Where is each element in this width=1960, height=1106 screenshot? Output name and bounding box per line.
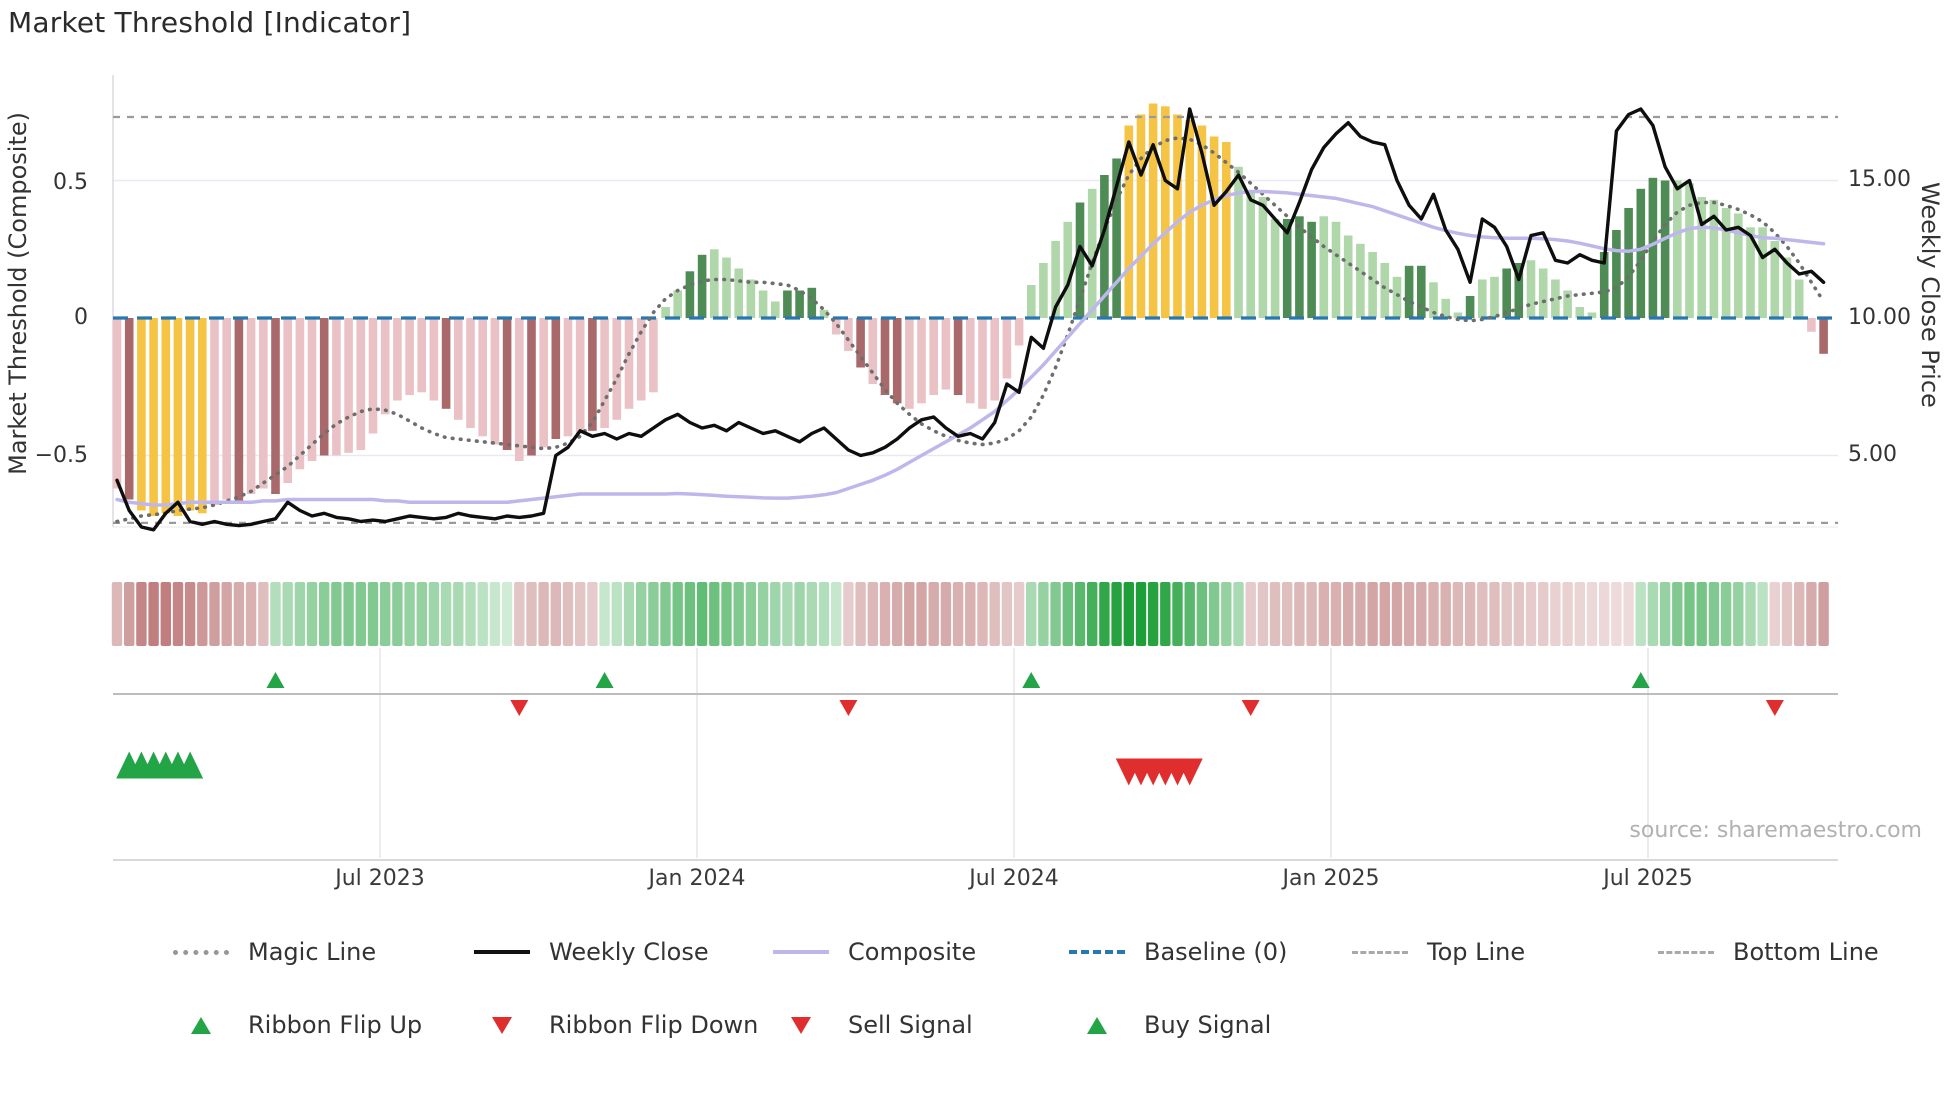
x-axis-tick: Jan 2025 (1282, 866, 1380, 891)
sell-signal-icon (773, 1016, 829, 1034)
buy-signal-icon (1069, 1016, 1125, 1034)
legend-label: Weekly Close (549, 938, 709, 966)
baseline-swatch (1069, 950, 1125, 954)
legend-item-buy-signal: Buy Signal (1069, 1008, 1271, 1042)
magic-line-swatch (173, 949, 229, 955)
sell-signal-marker (1176, 758, 1203, 786)
buy-sell-signals (116, 751, 1203, 786)
legend-item-composite: Composite (773, 935, 976, 969)
ribbon-flip-markers (113, 672, 1838, 716)
weekly-close-line (115, 107, 1826, 532)
right-axis-title: Weekly Close Price (1916, 182, 1944, 408)
legend-label: Magic Line (248, 938, 377, 966)
right-axis-tick: 15.00 (1848, 167, 1911, 192)
ribbon-flip-up-marker (1022, 672, 1041, 688)
composite-swatch (773, 950, 829, 954)
top-line-swatch (1352, 950, 1408, 954)
legend-item-ribbon-flip-up: Ribbon Flip Up (173, 1008, 422, 1042)
x-axis-tick: Jul 2025 (1603, 866, 1693, 891)
page-title: Market Threshold [Indicator] (8, 6, 412, 39)
source-attribution: source: sharemaestro.com (1629, 818, 1922, 843)
ribbon-flip-down-marker (839, 700, 858, 716)
legend-item-weekly-close: Weekly Close (474, 935, 709, 969)
left-axis-tick: −0.5 (34, 443, 88, 468)
grid-lines (112, 75, 1838, 858)
composite-line (115, 189, 1826, 507)
ribbon-flip-down-marker (510, 700, 529, 716)
x-axis-tick: Jan 2024 (648, 866, 746, 891)
legend-item-ribbon-flip-down: Ribbon Flip Down (474, 1008, 758, 1042)
x-axis-tick: Jul 2024 (969, 866, 1059, 891)
ribbon-flip-up-marker (1631, 672, 1650, 688)
right-axis-tick: 5.00 (1848, 442, 1897, 467)
threshold-bars (112, 103, 1828, 516)
ribbon-flip-down-marker (1765, 700, 1784, 716)
ribbon-flip-up-icon (173, 1016, 229, 1034)
legend-item-top-line: Top Line (1352, 935, 1525, 969)
legend-label: Ribbon Flip Up (248, 1011, 423, 1039)
ribbon-heatmap (111, 582, 1829, 646)
left-axis-title: Market Threshold (Composite) (4, 112, 32, 475)
ribbon-flip-down-marker (1241, 700, 1260, 716)
bottom-line-swatch (1658, 950, 1714, 954)
legend-label: Composite (848, 938, 977, 966)
ribbon-flip-up-marker (266, 672, 285, 688)
legend-label: Top Line (1427, 938, 1526, 966)
legend-item-sell-signal: Sell Signal (773, 1008, 973, 1042)
left-axis-tick: 0 (74, 305, 88, 330)
legend-label: Ribbon Flip Down (549, 1011, 759, 1039)
legend-label: Baseline (0) (1144, 938, 1288, 966)
legend-item-baseline: Baseline (0) (1069, 935, 1287, 969)
left-axis-tick: 0.5 (53, 170, 88, 195)
x-axis-tick: Jul 2023 (335, 866, 425, 891)
legend-item-magic-line: Magic Line (173, 935, 376, 969)
legend-item-bottom-line: Bottom Line (1658, 935, 1879, 969)
ribbon-flip-up-marker (595, 672, 614, 688)
legend-label: Buy Signal (1144, 1011, 1272, 1039)
weekly-close-swatch (474, 950, 530, 954)
magic-line (115, 136, 1826, 524)
legend-label: Sell Signal (848, 1011, 973, 1039)
right-axis-tick: 10.00 (1848, 305, 1911, 330)
ribbon-flip-down-icon (474, 1016, 530, 1034)
legend-label: Bottom Line (1733, 938, 1879, 966)
buy-signal-marker (177, 751, 204, 779)
